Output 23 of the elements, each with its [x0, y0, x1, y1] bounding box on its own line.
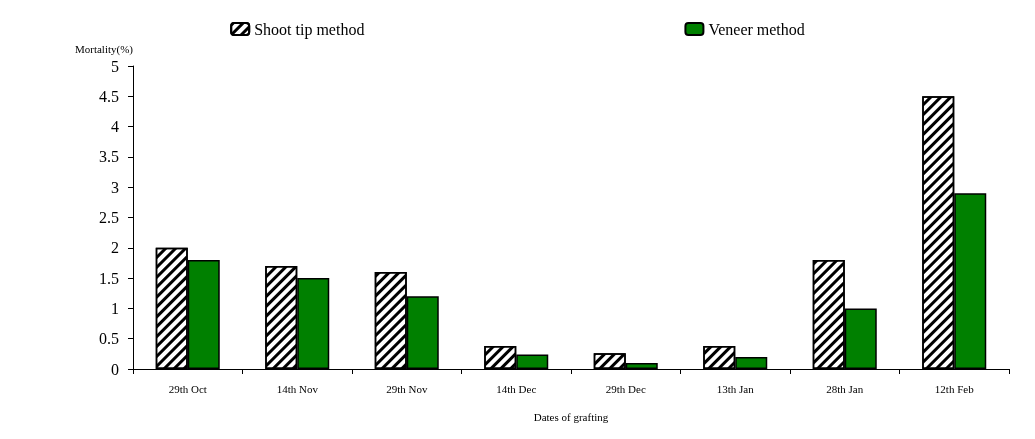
legend-label: Shoot tip method — [254, 20, 365, 39]
x-tick-label: 14th Nov — [276, 382, 319, 395]
x-tick-label: 12th Feb — [934, 382, 975, 395]
y-tick-label: 3 — [111, 178, 119, 196]
x-tick-label: 29th Nov — [386, 382, 428, 395]
y-tick-label: 0 — [111, 360, 119, 378]
y-tick-label: 0.5 — [99, 330, 119, 348]
x-tick-label: 29th Dec — [605, 382, 646, 395]
y-tick-label: 2 — [111, 239, 119, 257]
y-axis-title: Mortality(%) — [74, 42, 134, 56]
x-tick-label: 28th Jan — [826, 382, 864, 395]
y-tick-label: 5 — [111, 57, 119, 75]
y-tick-label: 1.5 — [99, 269, 119, 287]
legend-label: Veneer method — [708, 20, 805, 38]
x-tick-label: 29th Oct — [168, 382, 207, 395]
y-tick-label: 4.5 — [99, 87, 119, 105]
y-tick-label: 3.5 — [99, 148, 119, 166]
x-tick-label: 14th Dec — [496, 382, 537, 395]
x-tick-label: 13th Jan — [716, 382, 755, 395]
x-axis-title: Dates of grafting — [533, 410, 609, 423]
y-tick-label: 1 — [111, 299, 119, 317]
y-tick-label: 4 — [111, 118, 119, 136]
y-tick-label: 2.5 — [99, 209, 119, 226]
